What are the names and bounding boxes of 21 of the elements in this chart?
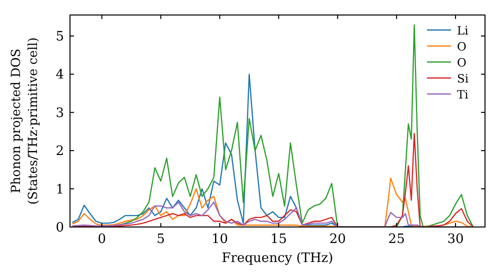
legend-label: O [457,56,466,70]
y-tick-label: 5 [56,30,64,45]
legend-label: Si [457,72,469,86]
x-axis-title: Frequency (THz) [222,251,334,266]
x-tick-label: 15 [270,232,287,247]
x-tick-label: 5 [156,232,165,247]
y-tick-label: 4 [56,68,64,83]
y-axis-title: Phonon projected DOS (States/THz·primitive cell) [8,37,40,205]
x-tick-label: 0 [98,232,106,247]
y-tick-label: 1 [56,182,64,198]
line-series [72,178,474,227]
legend-label: O [457,40,466,54]
x-tick-label: 25 [388,232,405,247]
x-tick-label: 30 [447,232,464,247]
y-tick-label: 0 [56,220,64,236]
y-tick-label: 3 [56,106,64,121]
legend-label: Li [457,24,469,38]
x-tick-label: 20 [329,232,346,247]
legend-label: Ti [457,88,469,102]
x-tick-label: 10 [211,232,228,247]
y-tick-label: 2 [56,144,64,160]
